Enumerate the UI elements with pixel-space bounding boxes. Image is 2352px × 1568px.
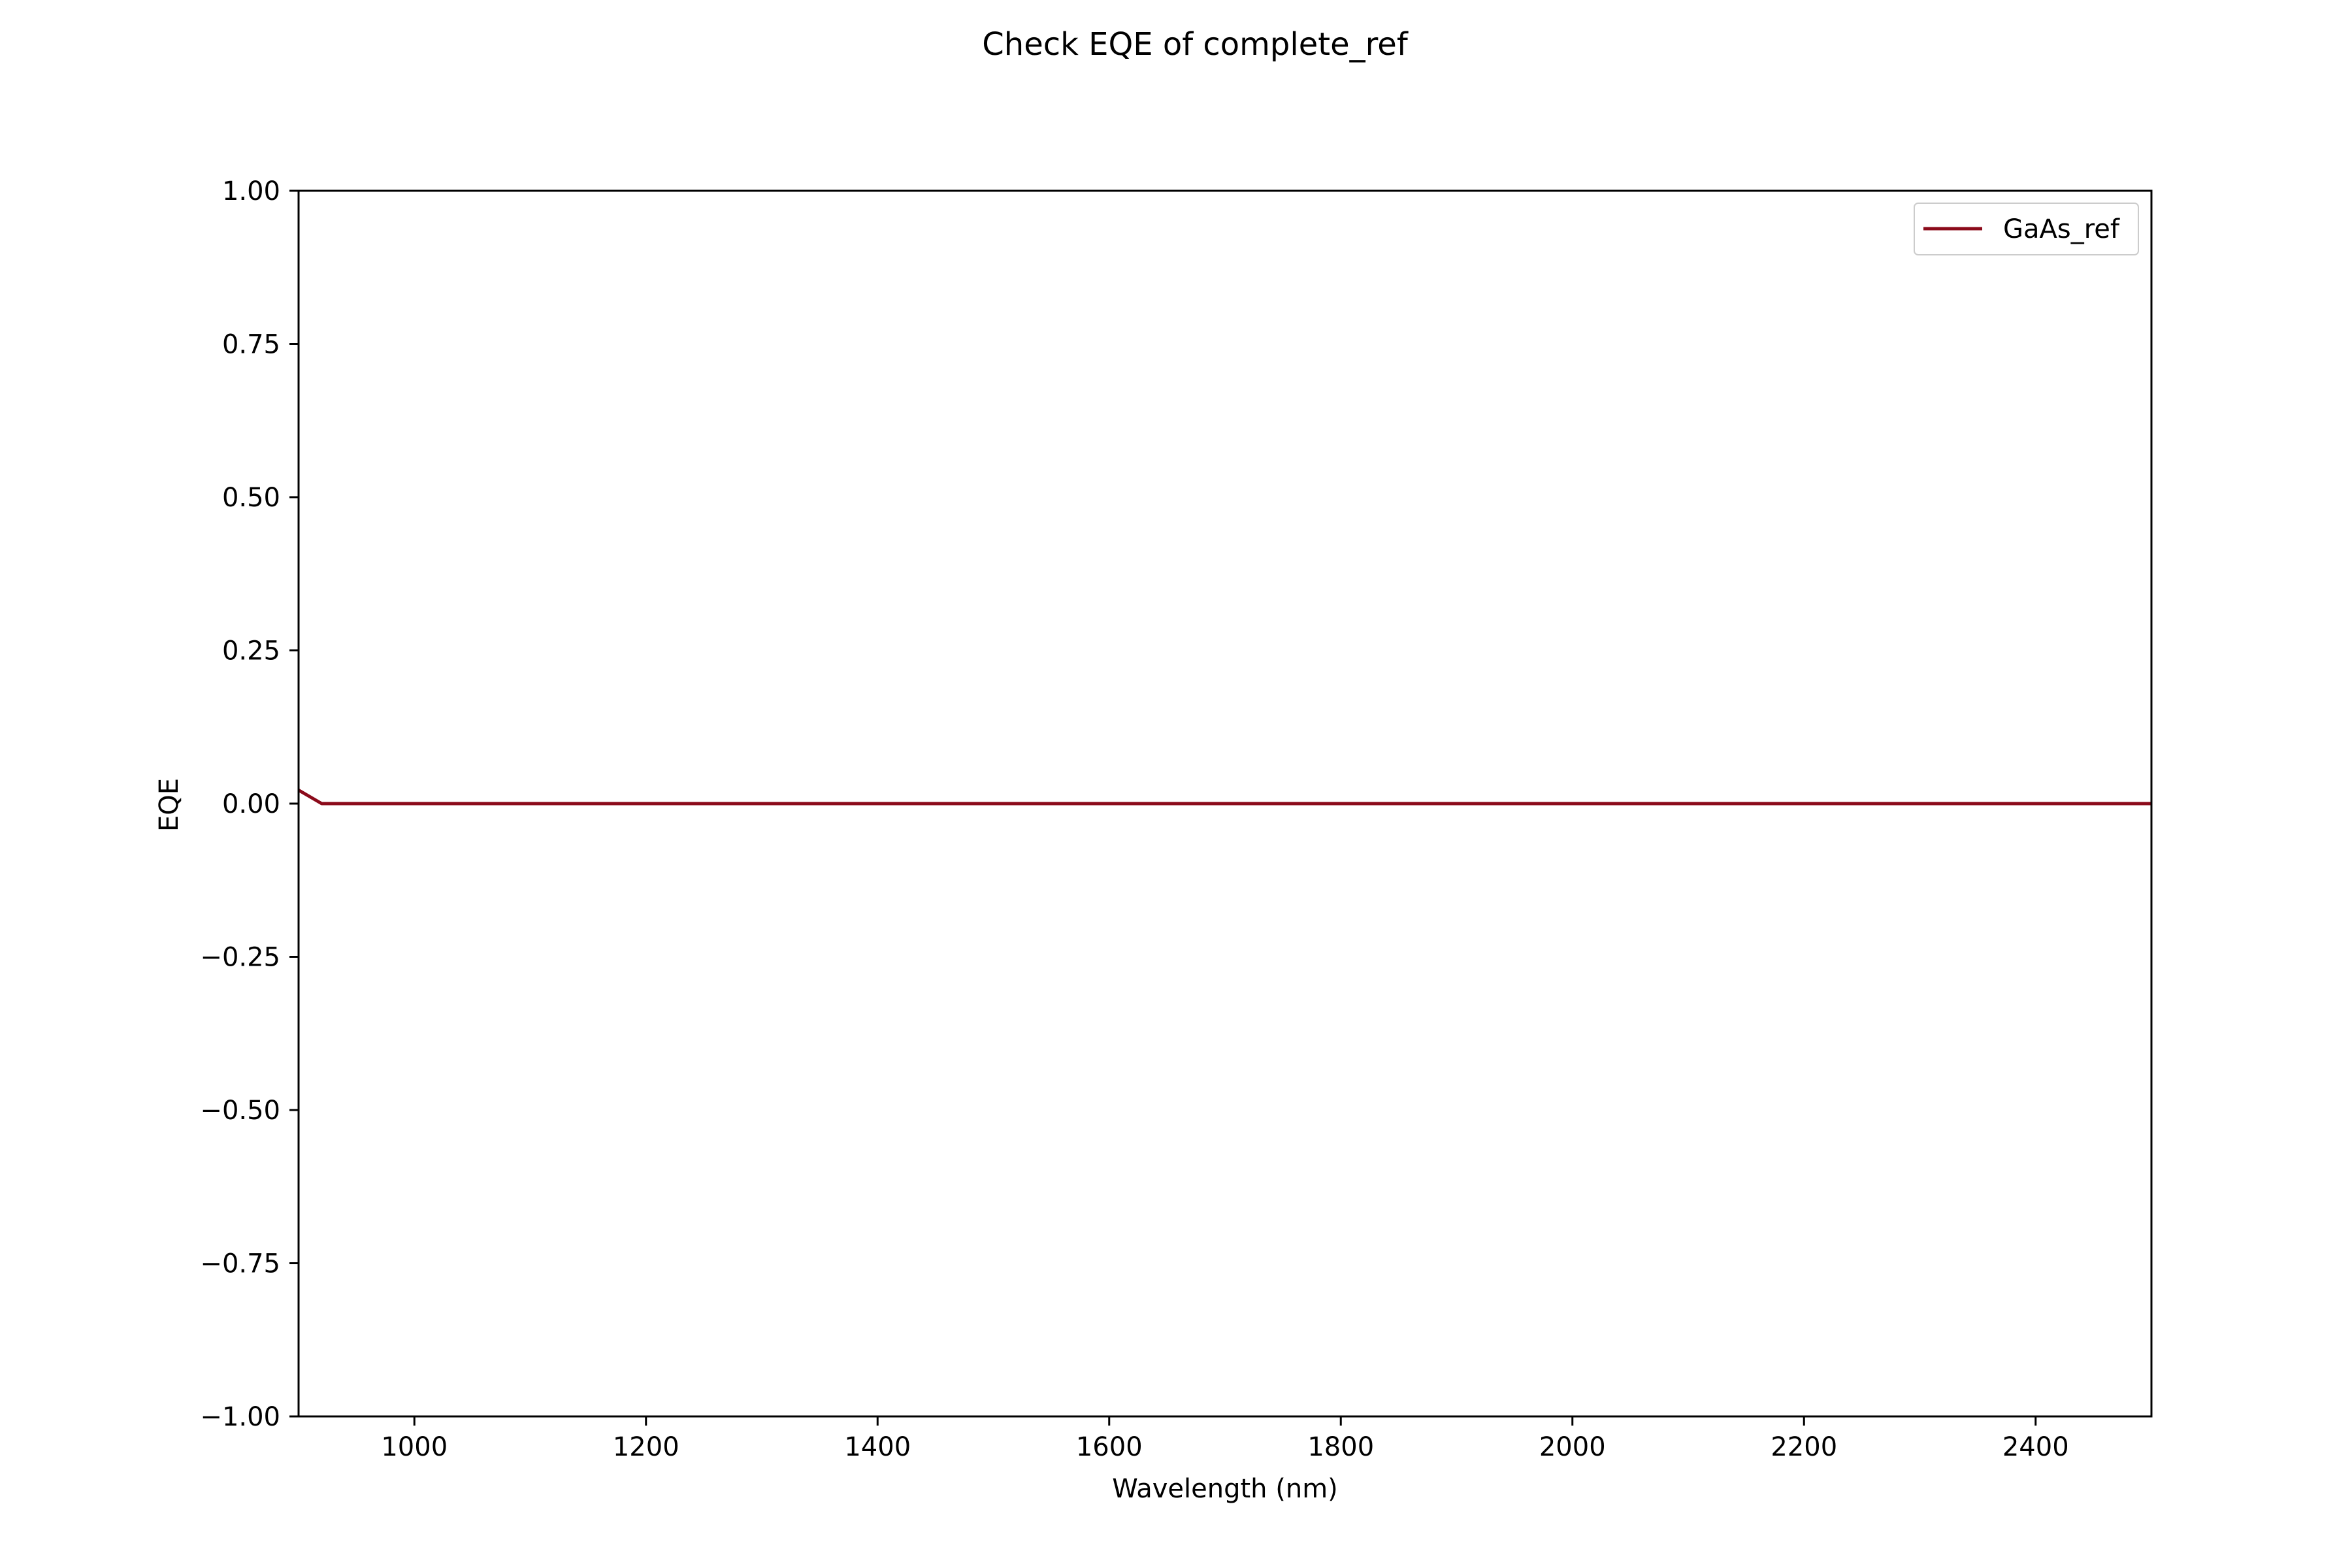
y-tick-label: 0.75 xyxy=(222,330,280,360)
x-tick-label: 2200 xyxy=(1771,1432,1837,1462)
y-tick-label: 0.25 xyxy=(222,636,280,666)
y-tick-label: −0.75 xyxy=(200,1249,280,1279)
x-axis-label: Wavelength (nm) xyxy=(1112,1474,1338,1504)
x-tick-label: 1600 xyxy=(1076,1432,1143,1462)
y-tick-label: 0.50 xyxy=(222,483,280,513)
x-tick-label: 1000 xyxy=(381,1432,448,1462)
x-tick-label: 2400 xyxy=(2002,1432,2069,1462)
legend: GaAs_ref xyxy=(1914,203,2139,255)
y-tick-label: −1.00 xyxy=(200,1402,280,1432)
x-tick-label: 1800 xyxy=(1307,1432,1374,1462)
legend-label-gaas-ref: GaAs_ref xyxy=(2003,214,2120,244)
y-tick-label: 1.00 xyxy=(222,176,280,206)
y-tick-label: −0.50 xyxy=(200,1096,280,1126)
series-line-0 xyxy=(297,789,2151,806)
x-tick-label: 1200 xyxy=(613,1432,679,1462)
y-axis-label: EQE xyxy=(154,778,184,832)
x-axis-ticks: 1000 1200 1400 1600 1800 2000 2200 2400 xyxy=(381,1416,2069,1462)
x-tick-label: 1400 xyxy=(844,1432,911,1462)
legend-box xyxy=(1914,203,2139,255)
x-tick-label: 2000 xyxy=(1539,1432,1606,1462)
y-tick-label: −0.25 xyxy=(200,943,280,973)
y-axis-ticks: −1.00 −0.75 −0.50 −0.25 0.00 0.25 0.50 0.75 1.00 xyxy=(200,176,299,1432)
plot-frame xyxy=(297,189,2153,1418)
series-layer xyxy=(297,789,2151,806)
y-tick-label: 0.00 xyxy=(222,789,280,819)
chart-title: Check EQE of complete_ref xyxy=(982,26,1409,63)
